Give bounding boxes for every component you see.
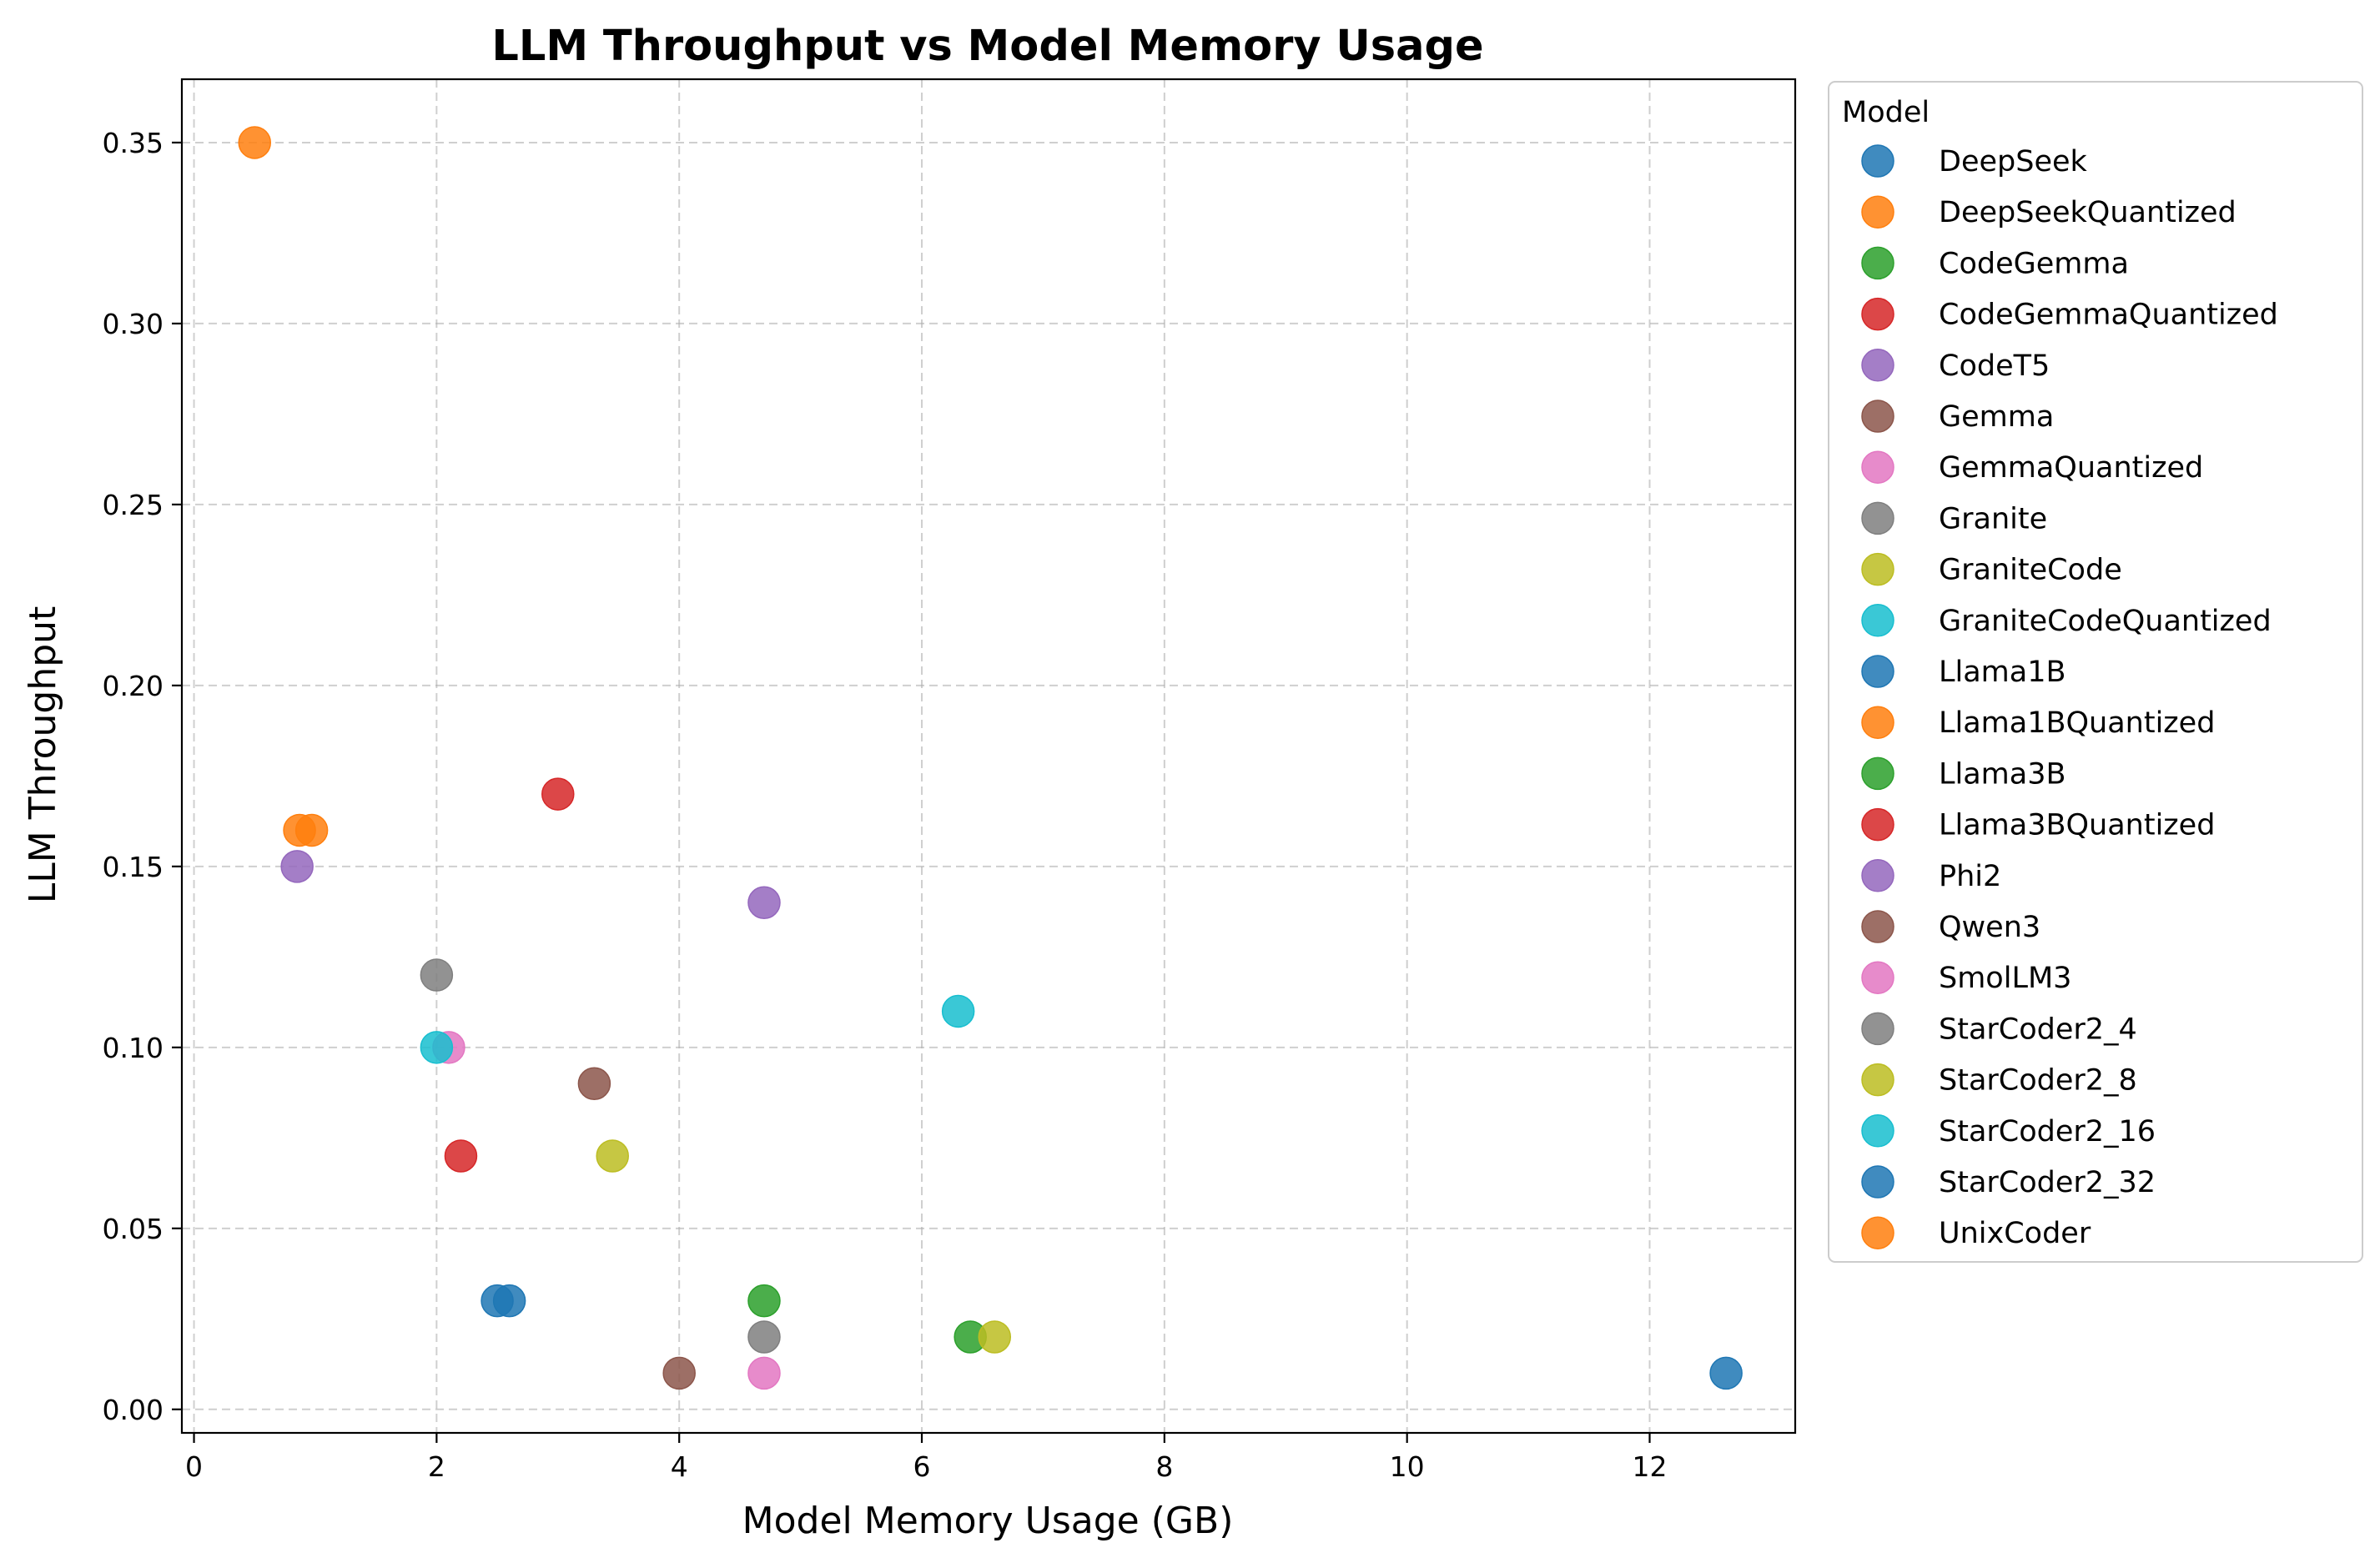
legend-marker: [1861, 1114, 1894, 1148]
grid-lines: [182, 79, 1795, 1433]
data-point-qwen3: [577, 1067, 611, 1100]
legend-entry-label: DeepSeekQuantized: [1939, 196, 2237, 229]
legend-marker: [1861, 450, 1894, 484]
chart-title: LLM Throughput vs Model Memory Usage: [491, 22, 1483, 71]
data-point-starcoder2_16: [941, 994, 975, 1028]
legend-marker: [1861, 961, 1894, 994]
legend-box: [1828, 81, 2363, 1263]
legend-marker: [1861, 1012, 1894, 1046]
legend-marker: [1861, 910, 1894, 943]
data-point-granite: [747, 1320, 781, 1354]
data-point-codegemmaquantized: [444, 1139, 478, 1173]
y-tick-label: 0.00: [103, 1394, 164, 1426]
data-point-llama3b: [747, 1284, 781, 1318]
x-axis-ticks: 0 2 4 6 8 10 12: [185, 1433, 1668, 1483]
legend-entry-label: Gemma: [1939, 400, 2054, 434]
legend-marker: [1861, 1063, 1894, 1097]
legend-marker: [1861, 501, 1894, 535]
data-point-granitecode: [978, 1320, 1012, 1354]
y-tick-label: 0.35: [103, 127, 164, 159]
data-point-llama3bquantized: [541, 777, 575, 811]
data-point-starcoder2_8: [596, 1139, 629, 1173]
legend-entry-label: Phi2: [1939, 860, 2001, 893]
legend-entry-label: StarCoder2_32: [1939, 1166, 2156, 1199]
legend-entry-label: Qwen3: [1939, 911, 2040, 944]
legend-entry-label: GraniteCode: [1939, 554, 2122, 587]
legend-marker: [1861, 297, 1894, 331]
legend-entry-label: StarCoder2_8: [1939, 1064, 2137, 1098]
x-tick-label: 4: [671, 1450, 688, 1483]
data-point-gemma: [662, 1356, 696, 1390]
legend-entry-label: DeepSeek: [1939, 145, 2088, 178]
legend-marker: [1861, 756, 1894, 791]
data-points: [238, 126, 1743, 1390]
legend-entry-label: GemmaQuantized: [1939, 451, 2203, 485]
legend-marker: [1861, 400, 1894, 433]
legend-entry-label: StarCoder2_16: [1939, 1115, 2156, 1148]
legend-entry-label: GraniteCodeQuantized: [1939, 605, 2272, 638]
data-point-starcoder2_4: [420, 958, 454, 992]
legend-entry-label: SmolLM3: [1939, 962, 2071, 995]
x-axis-label: Model Memory Usage (GB): [742, 1500, 1234, 1542]
plot-area-frame: [180, 78, 1797, 1435]
data-point-llama1b: [481, 1284, 514, 1318]
legend-marker: [1861, 349, 1894, 382]
data-point-llama1bquantized: [283, 813, 316, 847]
x-tick-label: 10: [1390, 1450, 1425, 1483]
legend-items: DeepSeek DeepSeekQuantized CodeGemma CodeGe…: [1861, 144, 2278, 1250]
legend-entry-label: Llama3B: [1939, 757, 2066, 791]
x-tick-label: 0: [185, 1450, 203, 1483]
y-axis-ticks: 0.00 0.05 0.10 0.15 0.20 0.25 0.30 0.35: [103, 127, 182, 1426]
x-tick-label: 6: [913, 1450, 931, 1483]
legend-entry-label: Granite: [1939, 502, 2047, 535]
legend-marker: [1861, 1165, 1894, 1199]
data-point-unixcoder: [238, 126, 271, 159]
legend-marker: [1861, 195, 1894, 229]
legend-marker: [1861, 246, 1894, 280]
legend-marker: [1861, 655, 1894, 688]
legend-marker: [1861, 706, 1894, 739]
data-point-phi2: [747, 886, 781, 920]
x-tick-label: 2: [428, 1450, 445, 1483]
y-axis-label: LLM Throughput: [22, 606, 64, 904]
legend-marker: [1861, 144, 1894, 178]
data-point-codet5: [280, 850, 314, 883]
x-tick-label: 8: [1155, 1450, 1173, 1483]
y-tick-label: 0.05: [103, 1213, 164, 1245]
legend-marker: [1861, 552, 1894, 586]
legend-entry-label: Llama1BQuantized: [1939, 706, 2215, 740]
legend-entry-label: StarCoder2_4: [1939, 1013, 2137, 1046]
y-tick-label: 0.15: [103, 851, 164, 883]
legend-marker: [1861, 1216, 1894, 1249]
legend-entry-label: CodeGemma: [1939, 247, 2129, 280]
legend-marker: [1861, 604, 1894, 637]
data-point-starcoder2_32: [1709, 1356, 1743, 1390]
legend: Model DeepSeek DeepSeekQuantized CodeGemma…: [1828, 81, 2363, 1263]
legend-entry-label: Llama1B: [1939, 656, 2066, 689]
legend-entry-label: Llama3BQuantized: [1939, 809, 2215, 842]
y-tick-label: 0.20: [103, 670, 164, 702]
legend-entry-label: UnixCoder: [1939, 1217, 2091, 1250]
legend-entry-label: CodeT5: [1939, 349, 2050, 383]
legend-marker: [1861, 807, 1894, 842]
x-tick-label: 12: [1633, 1450, 1668, 1483]
legend-title: Model: [1842, 96, 1930, 129]
y-tick-label: 0.25: [103, 489, 164, 521]
data-point-smollm3: [747, 1356, 781, 1390]
legend-marker: [1861, 859, 1894, 892]
y-tick-label: 0.10: [103, 1032, 164, 1064]
legend-entry-label: CodeGemmaQuantized: [1939, 299, 2278, 332]
data-point-granitecodequantized: [420, 1031, 454, 1064]
y-tick-label: 0.30: [103, 308, 164, 340]
